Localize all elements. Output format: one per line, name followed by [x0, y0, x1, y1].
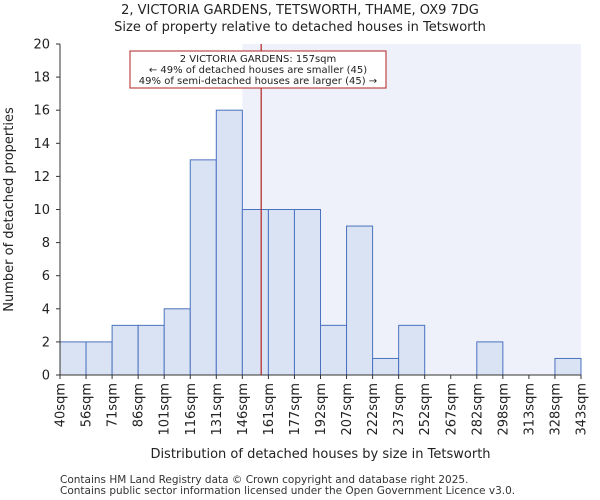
y-tick-label-12: 12 — [33, 170, 50, 185]
y-tick-label-4: 4 — [42, 302, 50, 317]
bar-177sqm — [293, 209, 322, 376]
x-tick-label-40sqm: 40sqm — [54, 383, 69, 427]
y-tick-label-2: 2 — [42, 335, 50, 350]
x-tick-label-146sqm: 146sqm — [236, 383, 251, 436]
x-tick-label-131sqm: 131sqm — [210, 383, 225, 436]
annotation-line-3: 49% of semi-detached houses are larger (… — [139, 76, 377, 87]
x-tick-label-192sqm: 192sqm — [314, 383, 329, 436]
x-tick-label-282sqm: 282sqm — [470, 383, 485, 436]
x-tick-label-343sqm: 343sqm — [575, 383, 590, 436]
annotation-line-2: ← 49% of detached houses are smaller (45… — [149, 65, 367, 76]
y-tick-label-16: 16 — [33, 104, 50, 119]
x-tick-label-252sqm: 252sqm — [418, 383, 433, 436]
y-tick-label-20: 20 — [33, 38, 50, 53]
x-axis-label: Distribution of detached houses by size … — [150, 447, 490, 462]
annotation-box — [129, 50, 387, 89]
y-tick-label-8: 8 — [42, 236, 50, 251]
footer-attribution-1: Contains HM Land Registry data © Crown c… — [60, 474, 469, 486]
y-tick-label-0: 0 — [42, 369, 50, 384]
bar-86sqm — [137, 324, 165, 376]
x-tick-label-86sqm: 86sqm — [132, 383, 147, 427]
annotation-line-1: 2 VICTORIA GARDENS: 157sqm — [180, 54, 337, 65]
bar-40sqm — [59, 341, 87, 376]
x-tick-label-116sqm: 116sqm — [184, 383, 199, 436]
x-tick-label-313sqm: 313sqm — [522, 383, 537, 436]
chart-title: 2, VICTORIA GARDENS, TETSWORTH, THAME, O… — [121, 3, 479, 18]
x-tick-label-101sqm: 101sqm — [158, 383, 173, 436]
bar-328sqm — [554, 357, 582, 376]
x-tick-label-56sqm: 56sqm — [80, 383, 95, 427]
x-tick-label-298sqm: 298sqm — [496, 383, 511, 436]
bar-237sqm — [398, 324, 426, 376]
x-tick-label-328sqm: 328sqm — [548, 383, 563, 436]
y-tick-label-6: 6 — [42, 269, 50, 284]
y-tick-label-10: 10 — [33, 203, 50, 218]
bar-146sqm — [241, 209, 269, 376]
y-axis-label: Number of detached properties — [2, 107, 17, 312]
x-tick-label-161sqm: 161sqm — [262, 383, 277, 436]
footer-attribution-2: Contains public sector information licen… — [60, 485, 516, 497]
x-tick-label-222sqm: 222sqm — [366, 383, 381, 436]
bar-207sqm — [346, 225, 374, 376]
bar-116sqm — [189, 159, 217, 376]
x-tick-label-267sqm: 267sqm — [444, 383, 459, 436]
x-tick-label-71sqm: 71sqm — [106, 383, 121, 427]
bar-71sqm — [111, 324, 139, 376]
bar-282sqm — [476, 341, 504, 376]
y-tick-label-14: 14 — [33, 137, 50, 152]
x-tick-label-177sqm: 177sqm — [288, 383, 303, 436]
bar-56sqm — [85, 341, 113, 376]
bar-161sqm — [267, 209, 295, 376]
bar-131sqm — [215, 109, 243, 376]
bar-192sqm — [320, 324, 348, 376]
chart-subtitle: Size of property relative to detached ho… — [114, 20, 486, 35]
bar-222sqm — [372, 357, 400, 376]
x-tick-label-237sqm: 237sqm — [392, 383, 407, 436]
bar-101sqm — [163, 308, 191, 376]
y-tick-label-18: 18 — [33, 71, 50, 86]
x-tick-label-207sqm: 207sqm — [340, 383, 355, 436]
